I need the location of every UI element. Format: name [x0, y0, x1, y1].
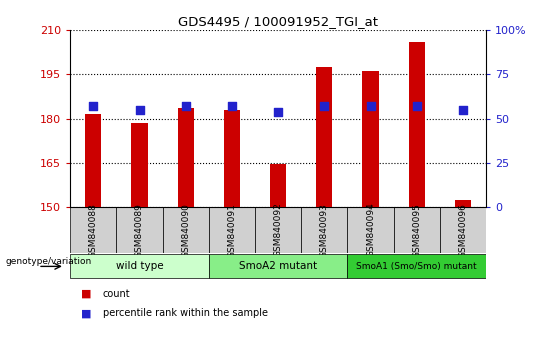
Bar	[70, 255, 209, 278]
Text: percentile rank within the sample: percentile rank within the sample	[103, 308, 268, 318]
Bar	[85, 114, 102, 207]
Bar	[255, 207, 301, 253]
Bar	[347, 207, 394, 253]
Bar	[70, 207, 117, 253]
Point	[181, 103, 190, 109]
Text: GSM840090: GSM840090	[181, 202, 190, 258]
Bar	[117, 207, 163, 253]
Point	[274, 109, 282, 114]
Text: GSM840096: GSM840096	[458, 202, 468, 258]
Text: GSM840089: GSM840089	[135, 202, 144, 258]
Point	[227, 103, 236, 109]
Bar	[455, 200, 471, 207]
Text: GSM840093: GSM840093	[320, 202, 329, 258]
Text: genotype/variation: genotype/variation	[5, 257, 92, 266]
Bar	[409, 42, 425, 207]
Text: GSM840095: GSM840095	[412, 202, 421, 258]
Text: wild type: wild type	[116, 261, 163, 272]
Bar	[301, 207, 347, 253]
Text: ■: ■	[81, 289, 91, 299]
Point	[320, 103, 329, 109]
Text: GSM840092: GSM840092	[274, 203, 282, 257]
Text: GSM840088: GSM840088	[89, 202, 98, 258]
Bar	[209, 207, 255, 253]
Text: ■: ■	[81, 308, 91, 318]
Point	[366, 103, 375, 109]
Text: GSM840094: GSM840094	[366, 203, 375, 257]
Bar	[224, 110, 240, 207]
Text: SmoA1 (Smo/Smo) mutant: SmoA1 (Smo/Smo) mutant	[356, 262, 477, 271]
Text: count: count	[103, 289, 130, 299]
Title: GDS4495 / 100091952_TGI_at: GDS4495 / 100091952_TGI_at	[178, 15, 378, 28]
Bar	[316, 67, 333, 207]
Text: SmoA2 mutant: SmoA2 mutant	[239, 261, 317, 272]
Point	[135, 107, 144, 113]
Point	[458, 107, 467, 113]
Bar	[163, 207, 209, 253]
Bar	[394, 207, 440, 253]
Bar	[270, 164, 286, 207]
Bar	[347, 255, 486, 278]
Bar	[362, 72, 379, 207]
Bar	[440, 207, 486, 253]
Point	[89, 103, 98, 109]
Bar	[178, 108, 194, 207]
Bar	[209, 255, 347, 278]
Point	[413, 103, 421, 109]
Bar	[131, 123, 147, 207]
Text: GSM840091: GSM840091	[227, 202, 237, 258]
